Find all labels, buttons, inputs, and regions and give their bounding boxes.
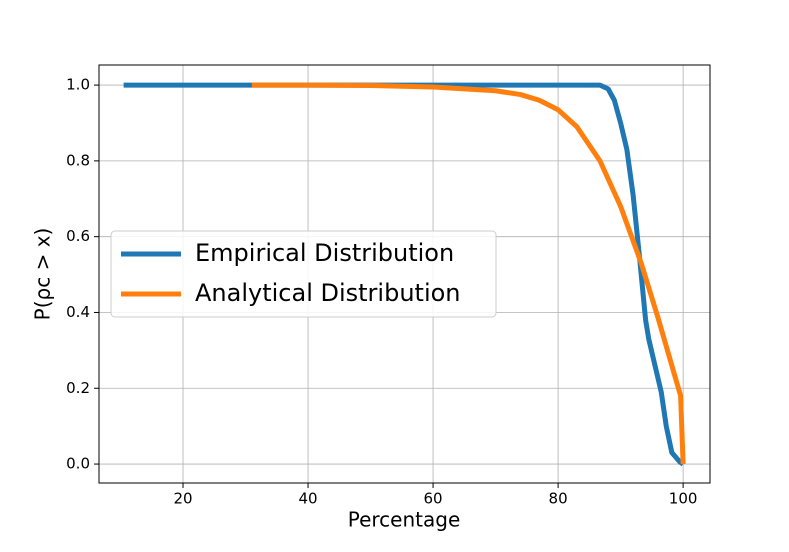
- x-axis-label: Percentage: [348, 508, 461, 532]
- data-line: [123, 82, 685, 467]
- y-tick-label: 0.4: [66, 303, 90, 321]
- y-tick-label: 0.2: [66, 379, 90, 397]
- x-tick-label: 100: [669, 490, 698, 508]
- x-tick-label: 60: [424, 490, 443, 508]
- data-line: [251, 82, 686, 465]
- y-tick-label: 0.6: [66, 227, 90, 245]
- x-tick-label: 40: [298, 490, 317, 508]
- plot-frame: [98, 64, 711, 484]
- y-axis-label: P(ρc > x): [31, 228, 55, 321]
- legend-label: Empirical Distribution: [195, 239, 454, 267]
- x-tick-label: 80: [549, 490, 568, 508]
- x-tick-label: 20: [173, 490, 192, 508]
- y-tick-label: 0.8: [66, 151, 90, 169]
- legend: Empirical Distribution Analytical Distrib…: [110, 230, 497, 318]
- y-tick-label: 1.0: [66, 76, 90, 94]
- legend-box: [110, 230, 497, 318]
- legend-label: Analytical Distribution: [195, 279, 461, 307]
- y-tick-label: 0.0: [66, 455, 90, 473]
